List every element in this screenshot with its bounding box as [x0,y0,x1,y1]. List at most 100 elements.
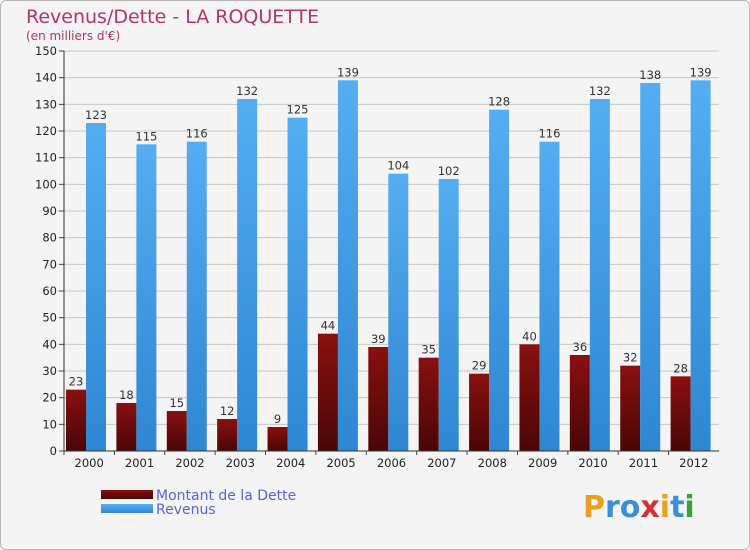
axes [63,51,719,452]
x-tick-label: 2010 [578,456,607,470]
data-label-revenus: 139 [337,65,359,79]
bar-revenus [589,99,610,451]
y-tick-label: 130 [35,97,57,111]
bar-debt [116,403,137,451]
bar-debt [317,333,338,451]
chart-subtitle: (en milliers d'€) [26,29,120,43]
logo-letter: r [605,490,620,525]
data-label-revenus: 132 [236,84,258,98]
logo-letter: i [684,490,694,525]
proxiti-logo: Proxiti [583,490,695,525]
y-tick-label: 20 [42,391,57,405]
data-label-revenus: 116 [186,127,208,141]
data-label-debt: 29 [472,359,487,373]
bars [66,80,711,452]
bar-revenus [438,179,459,451]
bar-debt [217,419,238,451]
data-label-debt: 28 [673,361,688,375]
bar-debt [519,344,540,451]
x-axis-ticks: 2000 2001 2002 2003 2004 2005 2006 2007 2008 2009… [63,451,708,470]
bar-debt [569,355,590,451]
bar-revenus [136,144,157,452]
data-label-revenus: 125 [287,103,309,117]
data-label-debt: 36 [573,340,588,354]
data-label-debt: 9 [274,412,281,426]
y-tick-label: 100 [35,177,57,191]
data-labels: 23 123 18 115 15 116 12 132 9 125 44 139 39 104 35 102 2… [69,65,712,426]
x-tick-label: 2003 [226,456,255,470]
data-label-debt: 18 [119,388,134,402]
y-tick-label: 150 [35,44,57,58]
x-tick-label: 2006 [377,456,406,470]
data-label-revenus: 128 [488,95,510,109]
bar-revenus [690,80,711,451]
bar-revenus [186,141,207,451]
x-tick-label: 2007 [427,456,456,470]
logo-letter: P [583,490,605,525]
bar-debt [66,389,86,451]
data-label-revenus: 123 [85,108,107,122]
legend-swatch-debt [101,490,153,499]
y-tick-label: 70 [42,257,57,271]
chart-title: Revenus/Dette - LA ROQUETTE [26,6,319,28]
data-label-revenus: 138 [639,68,661,82]
y-tick-label: 50 [42,311,57,325]
legend-label-debt: Montant de la Dette [156,488,296,504]
y-tick-label: 80 [42,231,57,245]
data-label-debt: 35 [421,343,436,357]
y-tick-label: 0 [50,444,57,458]
legend-label-revenus: Revenus [156,502,216,518]
x-tick-label: 2005 [326,456,355,470]
data-label-revenus: 102 [438,164,460,178]
bar-revenus [287,117,308,452]
logo-letter: x [640,490,659,525]
bar-debt [267,427,288,451]
data-label-revenus: 132 [589,84,611,98]
y-axis-ticks: 0 10 20 30 40 50 60 70 80 90 100 110 120 130 140 150 [35,44,64,458]
data-label-debt: 23 [69,375,84,389]
x-tick-label: 2004 [276,456,305,470]
bar-debt [469,373,490,451]
bar-debt [418,357,439,451]
y-tick-label: 10 [42,417,57,431]
bar-debt [166,411,187,451]
bar-revenus [86,123,106,451]
data-label-revenus: 104 [387,159,409,173]
y-tick-label: 30 [42,364,57,378]
bar-revenus [640,83,661,451]
y-tick-label: 140 [35,71,57,85]
logo-letter: i [660,490,670,525]
y-tick-label: 90 [42,204,57,218]
data-label-debt: 39 [371,332,386,346]
data-label-debt: 40 [522,329,537,343]
bar-debt [670,376,691,451]
x-tick-label: 2000 [75,456,104,470]
y-tick-label: 40 [42,337,57,351]
bar-revenus [388,173,409,451]
bar-debt [368,347,389,451]
legend: Montant de la Dette Revenus [101,488,296,518]
bar-debt [620,365,641,451]
data-label-revenus: 115 [135,129,157,143]
data-label-revenus: 139 [690,65,712,79]
x-tick-label: 2001 [125,456,154,470]
bar-revenus [489,109,510,452]
y-tick-label: 120 [35,124,57,138]
data-label-debt: 44 [321,319,336,333]
y-tick-label: 60 [42,284,57,298]
data-label-debt: 12 [220,404,235,418]
x-tick-label: 2011 [629,456,658,470]
bar-revenus [337,80,358,451]
x-tick-label: 2008 [478,456,507,470]
logo-letter: o [620,490,641,525]
bar-revenus [539,141,560,451]
x-tick-label: 2012 [679,456,708,470]
logo-letter: t [670,490,684,525]
x-tick-label: 2009 [528,456,557,470]
legend-swatch-revenus [101,504,153,513]
y-tick-label: 110 [35,151,57,165]
x-tick-label: 2002 [175,456,204,470]
data-label-revenus: 116 [538,127,560,141]
